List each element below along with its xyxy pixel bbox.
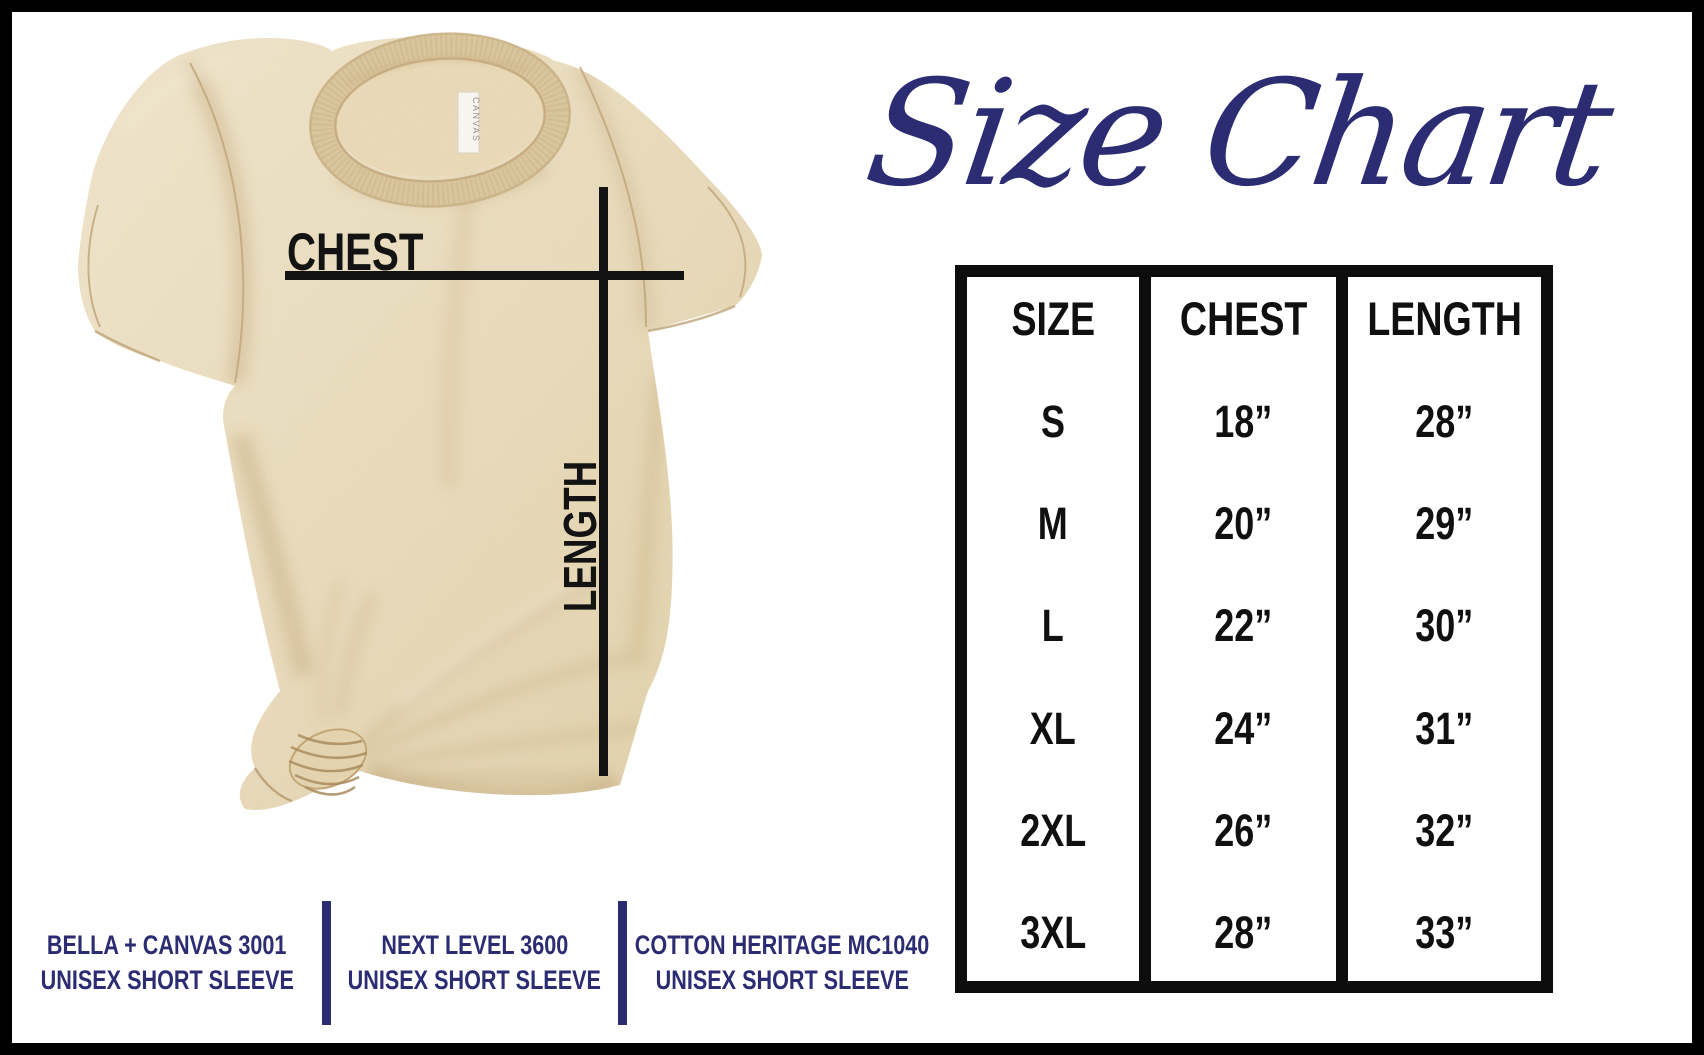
brand-line1: BELLA + CANVAS 3001 <box>17 932 316 959</box>
chest-cell-text: 22” <box>1214 600 1273 652</box>
brand-line2: UNISEX SHORT SLEEVE <box>624 967 941 994</box>
length-measure-label: LENGTH <box>554 460 606 611</box>
brand-line1-text: BELLA + CANVAS 3001 <box>47 930 287 960</box>
length-cell: 32” <box>1408 808 1481 853</box>
column-header-size: SIZE <box>1001 295 1105 342</box>
brand-line1: COTTON HERITAGE MC1040 <box>598 932 966 959</box>
length-cell-text: 31” <box>1415 702 1474 754</box>
length-cell-text: 28” <box>1415 396 1474 448</box>
length-measure-line <box>599 187 608 776</box>
size-cell: 2XL <box>1012 808 1095 853</box>
brand-line1-text: NEXT LEVEL 3600 <box>381 930 568 960</box>
table-column-chest: CHEST 18” 20” 22” 24” 26” 28” <box>1138 277 1336 981</box>
table-column-length: LENGTH 28” 29” 30” 31” 32” 33” <box>1335 277 1541 981</box>
tshirt-graphic: CANVAS <box>78 32 762 811</box>
column-header-length-text: LENGTH <box>1367 292 1522 345</box>
length-cell-text: 32” <box>1415 804 1474 856</box>
chest-cell-text: 18” <box>1214 396 1273 448</box>
brand-line2-text: UNISEX SHORT SLEEVE <box>655 965 910 995</box>
size-cell: M <box>1034 501 1072 546</box>
brand-strip: BELLA + CANVAS 3001 UNISEX SHORT SLEEVE … <box>12 890 930 1036</box>
chest-cell-text: 26” <box>1214 804 1273 856</box>
brand-line2: UNISEX SHORT SLEEVE <box>316 967 633 994</box>
length-cell-text: 33” <box>1415 906 1474 958</box>
fabric-grain <box>78 37 762 811</box>
size-cell-text: XL <box>1029 702 1076 754</box>
column-header-length: LENGTH <box>1348 295 1541 342</box>
size-cell-text: L <box>1041 600 1064 652</box>
tshirt-photo: CANVAS <box>40 15 800 845</box>
chest-cell: 26” <box>1207 808 1280 853</box>
table-column-size: SIZE S M L XL 2XL 3XL <box>967 277 1139 981</box>
length-measure-label-text: LENGTH <box>554 460 606 612</box>
chest-measure-label: CHEST <box>287 222 467 283</box>
chest-cell-text: 24” <box>1214 702 1273 754</box>
size-cell-text: M <box>1037 498 1068 550</box>
chest-measure-line <box>285 271 684 280</box>
column-header-size-text: SIZE <box>1010 292 1095 345</box>
chest-cell: 18” <box>1207 399 1280 444</box>
size-cell: XL <box>1024 706 1082 751</box>
size-cell-text: 2XL <box>1019 804 1086 856</box>
chest-cell: 22” <box>1207 603 1280 648</box>
size-cell: L <box>1039 603 1067 648</box>
chest-cell-text: 28” <box>1214 906 1273 958</box>
brand-next-level: NEXT LEVEL 3600 UNISEX SHORT SLEEVE <box>331 932 618 994</box>
column-header-chest-text: CHEST <box>1179 292 1307 345</box>
brand-line2-text: UNISEX SHORT SLEEVE <box>347 965 602 995</box>
brand-divider <box>618 901 627 1025</box>
chest-measure-label-text: CHEST <box>287 223 424 282</box>
size-cell-text: S <box>1040 396 1065 448</box>
page-title: Size Chart <box>857 49 1619 219</box>
length-cell: 29” <box>1408 501 1481 546</box>
length-cell-text: 29” <box>1415 498 1474 550</box>
brand-line1-text: COTTON HERITAGE MC1040 <box>635 930 930 960</box>
column-header-chest: CHEST <box>1164 295 1323 342</box>
brand-divider <box>322 901 331 1025</box>
size-cell-text: 3XL <box>1019 906 1086 958</box>
chest-cell-text: 20” <box>1214 498 1273 550</box>
length-cell: 31” <box>1408 706 1481 751</box>
chest-cell: 20” <box>1207 501 1280 546</box>
chest-cell: 28” <box>1207 910 1280 955</box>
brand-line2-text: UNISEX SHORT SLEEVE <box>40 965 294 995</box>
length-cell: 28” <box>1408 399 1481 444</box>
length-cell: 33” <box>1408 910 1481 955</box>
brand-line2: UNISEX SHORT SLEEVE <box>9 967 326 994</box>
size-cell: S <box>1038 399 1068 444</box>
chest-cell: 24” <box>1207 706 1280 751</box>
size-cell: 3XL <box>1012 910 1095 955</box>
size-chart-table: SIZE S M L XL 2XL 3XL CHEST 18” 20” 22” … <box>955 265 1553 993</box>
length-cell-text: 30” <box>1415 600 1474 652</box>
brand-line1: NEXT LEVEL 3600 <box>358 932 592 959</box>
brand-cotton-heritage: COTTON HERITAGE MC1040 UNISEX SHORT SLEE… <box>627 932 938 994</box>
length-cell: 30” <box>1408 603 1481 648</box>
brand-bella-canvas: BELLA + CANVAS 3001 UNISEX SHORT SLEEVE <box>12 932 322 994</box>
